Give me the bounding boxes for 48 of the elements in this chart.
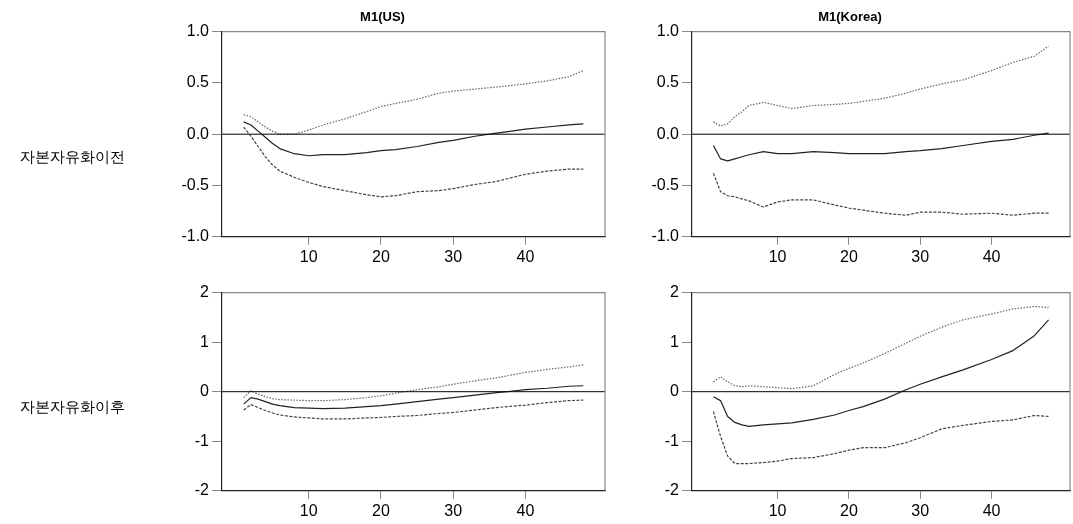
y-tick-label: 2 — [200, 283, 210, 301]
x-tick-label: 30 — [911, 247, 930, 265]
y-tick-label: 0.5 — [186, 73, 210, 91]
x-tick-label: 20 — [372, 501, 390, 519]
line-series — [243, 69, 584, 135]
y-tick-label: 1.0 — [656, 22, 680, 40]
y-tick-label: 1.0 — [186, 22, 210, 40]
chart-title: M1(Korea) — [818, 9, 882, 25]
x-tick-label: 20 — [372, 247, 390, 265]
y-tick-label: -1 — [194, 431, 210, 449]
y-tick-label: -0.5 — [651, 175, 680, 193]
x-tick-label: 20 — [840, 501, 858, 519]
x-tick-label: 40 — [516, 501, 535, 519]
line-series — [243, 364, 584, 402]
x-tick-label: 30 — [444, 501, 463, 519]
y-tick-label: 0.0 — [186, 124, 210, 142]
x-tick-label: 30 — [911, 501, 930, 519]
y-tick-label: 0 — [200, 382, 210, 400]
y-tick-label: -1.0 — [651, 227, 680, 245]
x-tick-label: 10 — [768, 247, 787, 265]
x-tick-label: 20 — [840, 247, 858, 265]
line-series — [712, 172, 1050, 216]
y-tick-label: -2 — [664, 481, 680, 499]
line-series — [243, 399, 584, 420]
y-axis-title: 자본자유화이전 — [20, 148, 125, 167]
y-tick-label: -2 — [194, 481, 210, 499]
line-series — [712, 45, 1050, 127]
x-tick-label: 10 — [768, 501, 787, 519]
line-series — [712, 410, 1050, 465]
x-tick-label: 10 — [299, 501, 318, 519]
y-tick-label: -0.5 — [181, 175, 210, 193]
y-tick-label: 1 — [200, 332, 210, 350]
y-tick-label: 0.5 — [656, 73, 680, 91]
y-tick-label: 0 — [670, 382, 680, 400]
y-axis-title: 자본자유화이후 — [20, 398, 125, 417]
x-tick-label: 10 — [299, 247, 318, 265]
y-tick-label: 0.0 — [656, 124, 680, 142]
chart-title: M1(US) — [360, 9, 405, 25]
x-tick-label: 40 — [982, 247, 1001, 265]
x-tick-label: 40 — [516, 247, 535, 265]
y-tick-label: 2 — [670, 283, 680, 301]
y-tick-label: 1 — [670, 332, 680, 350]
x-tick-label: 30 — [444, 247, 463, 265]
line-series — [712, 305, 1050, 390]
y-tick-label: -1 — [664, 431, 680, 449]
y-tick-label: -1.0 — [181, 227, 210, 245]
line-series — [243, 126, 584, 198]
x-tick-label: 40 — [982, 501, 1001, 519]
